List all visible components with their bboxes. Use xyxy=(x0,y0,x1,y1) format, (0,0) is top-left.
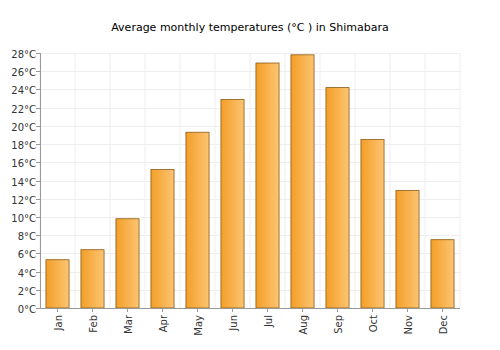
grid-line-x xyxy=(110,53,111,308)
grid-line-y xyxy=(40,126,460,127)
y-tick xyxy=(36,235,40,236)
grid-line-x xyxy=(285,53,286,308)
x-tick-label: Dec xyxy=(438,315,449,334)
x-tick xyxy=(372,308,373,312)
y-tick-label: 12°C xyxy=(11,195,36,206)
x-tick xyxy=(92,308,93,312)
grid-line-y xyxy=(40,144,460,145)
y-tick xyxy=(36,217,40,218)
x-tick-label: Aug xyxy=(298,315,309,335)
bar xyxy=(431,240,454,308)
x-tick-label: Apr xyxy=(158,314,169,332)
grid-line-y xyxy=(40,53,460,54)
y-tick-label: 18°C xyxy=(11,140,36,151)
bar xyxy=(81,250,104,308)
y-tick-label: 24°C xyxy=(11,85,36,96)
grid-line-x xyxy=(215,53,216,308)
y-tick xyxy=(36,290,40,291)
x-tick xyxy=(232,308,233,312)
y-tick-label: 2°C xyxy=(18,286,36,297)
y-tick xyxy=(36,126,40,127)
y-tick-label: 26°C xyxy=(11,67,36,78)
grid-line-y xyxy=(40,162,460,163)
y-tick xyxy=(36,71,40,72)
bar xyxy=(361,140,384,308)
y-tick-label: 6°C xyxy=(18,249,36,260)
title: Average monthly temperatures (°C ) in Sh… xyxy=(111,21,389,34)
y-tick-label: 20°C xyxy=(11,122,36,133)
y-tick xyxy=(36,89,40,90)
x-tick-label: May xyxy=(193,315,204,336)
y-tick xyxy=(36,308,40,309)
grid-line-y xyxy=(40,108,460,109)
grid-line-x xyxy=(180,53,181,308)
x-tick-label: Nov xyxy=(403,315,414,335)
grid-line-y xyxy=(40,181,460,182)
x-tick xyxy=(337,308,338,312)
x-tick-label: Sep xyxy=(333,315,344,334)
bars xyxy=(46,55,454,308)
x-tick xyxy=(57,308,58,312)
x-tick xyxy=(407,308,408,312)
bar xyxy=(116,219,139,308)
x-tick xyxy=(162,308,163,312)
x-axis xyxy=(40,308,460,309)
y-tick-label: 14°C xyxy=(11,177,36,188)
grid-line-y xyxy=(40,308,460,309)
bar xyxy=(221,99,244,308)
x-tick-label: Feb xyxy=(88,315,99,333)
bar xyxy=(46,260,69,308)
x-tick xyxy=(197,308,198,312)
grid-line-x xyxy=(75,53,76,308)
grid-line-x xyxy=(250,53,251,308)
x-tick xyxy=(127,308,128,312)
y-tick-label: 8°C xyxy=(18,231,36,242)
x-tick-label: Jan xyxy=(53,315,64,331)
y-tick-label: 22°C xyxy=(11,104,36,115)
y-tick xyxy=(36,144,40,145)
grid-line-x xyxy=(390,53,391,308)
grid-line-x xyxy=(355,53,356,308)
x-tick xyxy=(267,308,268,312)
x-tick-label: Jul xyxy=(263,315,274,328)
x-tick-label: Jun xyxy=(228,315,239,332)
bar xyxy=(326,88,349,308)
x-tick-label: Mar xyxy=(123,314,134,334)
grid-line-x xyxy=(40,53,41,308)
bar xyxy=(396,191,419,308)
chart: Average monthly temperatures (°C ) in Sh… xyxy=(0,0,500,350)
grid-line-y xyxy=(40,71,460,72)
y-tick xyxy=(36,253,40,254)
y-axis xyxy=(40,53,41,308)
y-tick-label: 16°C xyxy=(11,158,36,169)
x-tick-label: Oct xyxy=(368,315,379,332)
y-tick xyxy=(36,199,40,200)
grid-line-x xyxy=(320,53,321,308)
grid-line-y xyxy=(40,89,460,90)
y-tick-label: 4°C xyxy=(18,268,36,279)
grid-line-x xyxy=(145,53,146,308)
y-tick xyxy=(36,108,40,109)
x-tick xyxy=(302,308,303,312)
chart-container: Average monthly temperatures (°C ) in Sh… xyxy=(0,0,500,350)
bar xyxy=(186,132,209,308)
y-tick-label: 0°C xyxy=(18,304,36,315)
grid-line-x xyxy=(425,53,426,308)
bar xyxy=(256,63,279,308)
y-tick xyxy=(36,162,40,163)
x-tick xyxy=(442,308,443,312)
y-tick xyxy=(36,272,40,273)
bar xyxy=(291,55,314,308)
bar xyxy=(151,170,174,308)
grid-line-x xyxy=(460,53,461,308)
y-tick xyxy=(36,53,40,54)
y-tick xyxy=(36,181,40,182)
y-tick-label: 10°C xyxy=(11,213,36,224)
y-tick-label: 28°C xyxy=(11,49,36,60)
